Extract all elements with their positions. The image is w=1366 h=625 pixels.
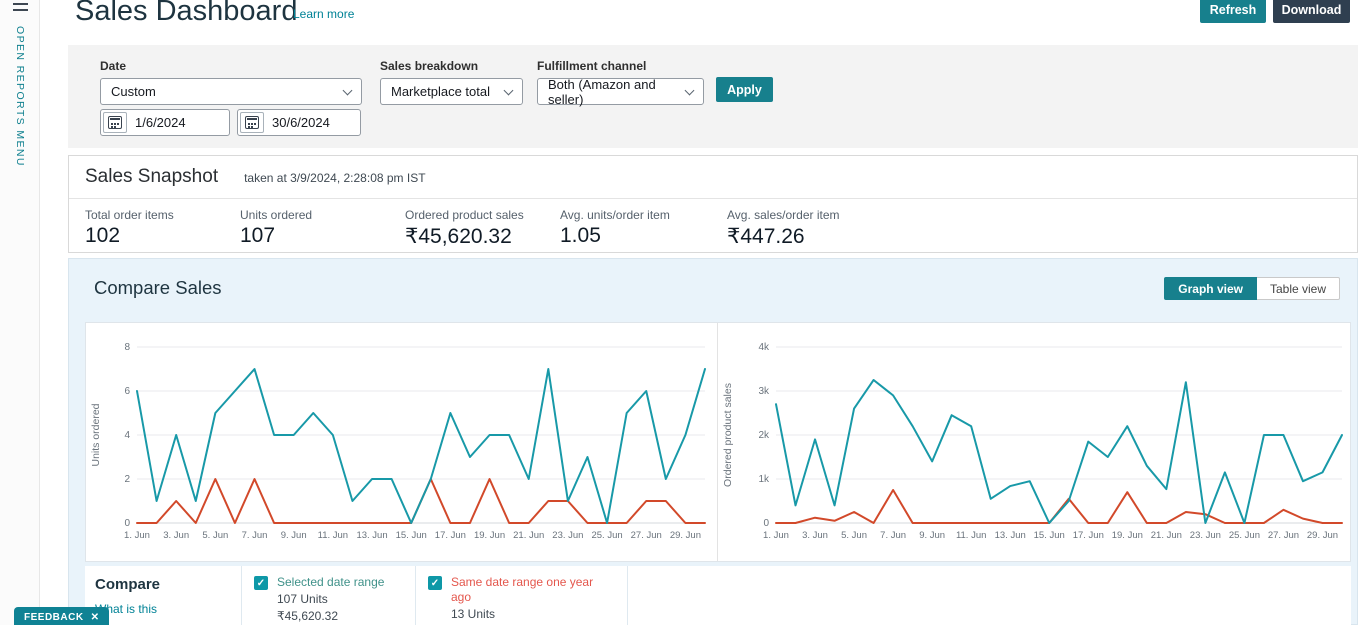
- svg-text:13. Jun: 13. Jun: [356, 530, 387, 541]
- filter-panel: Date Custom 1/6/2024 30/6/2024 Sales bre…: [68, 45, 1358, 148]
- date-label: Date: [100, 59, 127, 73]
- svg-text:11. Jun: 11. Jun: [318, 530, 348, 541]
- metric-ordered-product-sales: Ordered product sales ₹45,620.32: [405, 208, 524, 248]
- apply-button[interactable]: Apply: [716, 77, 773, 102]
- ordered-product-sales-chart: 0 1k 2k 3k 4k 1. Jun 3. Jun 5. Jun 7. Jun 9. Jun 1…: [717, 323, 1351, 561]
- svg-text:Units ordered: Units ordered: [90, 403, 102, 466]
- svg-text:15. Jun: 15. Jun: [1034, 530, 1065, 541]
- close-icon[interactable]: ✕: [90, 612, 100, 623]
- svg-text:7. Jun: 7. Jun: [880, 530, 906, 541]
- chevron-down-icon: [684, 85, 695, 95]
- svg-text:27. Jun: 27. Jun: [1268, 530, 1299, 541]
- table-view-button[interactable]: Table view: [1256, 277, 1340, 300]
- fulfillment-channel-label: Fulfillment channel: [537, 59, 647, 73]
- feedback-button[interactable]: FEEDBACK ✕: [14, 607, 110, 625]
- legend-selected-date-range: ✓ Selected date range 107 Units ₹45,620.…: [241, 566, 415, 625]
- svg-text:19. Jun: 19. Jun: [1112, 530, 1143, 541]
- svg-text:2: 2: [124, 474, 130, 485]
- date-to-input[interactable]: 30/6/2024: [237, 109, 361, 136]
- calendar-icon[interactable]: [103, 112, 127, 133]
- svg-text:3. Jun: 3. Jun: [163, 530, 189, 541]
- svg-text:29. Jun: 29. Jun: [670, 530, 701, 541]
- open-reports-menu-label[interactable]: OPEN REPORTS MENU: [14, 26, 26, 167]
- metric-avg-units-order-item: Avg. units/order item 1.05: [560, 208, 670, 247]
- svg-text:6: 6: [124, 386, 130, 397]
- compare-label: Compare: [95, 576, 161, 593]
- legend-year-ago: ✓ Same date range one year ago 13 Units: [415, 566, 628, 625]
- download-button[interactable]: Download: [1273, 0, 1350, 23]
- svg-text:21. Jun: 21. Jun: [1151, 530, 1182, 541]
- svg-text:9. Jun: 9. Jun: [919, 530, 945, 541]
- compare-sales-section: Compare Sales Graph view Table view 0 2 4 6…: [68, 258, 1358, 625]
- refresh-button[interactable]: Refresh: [1200, 0, 1266, 23]
- svg-text:21. Jun: 21. Jun: [513, 530, 544, 541]
- units-ordered-chart: 0 2 4 6 8 1. Jun 3. Jun 5. Jun 7. Jun 9. Jun 11. J…: [86, 323, 717, 561]
- series1-label: Selected date range: [277, 575, 385, 589]
- svg-text:7. Jun: 7. Jun: [242, 530, 268, 541]
- series1-units: 107 Units: [277, 592, 328, 606]
- sales-breakdown-label: Sales breakdown: [380, 59, 479, 73]
- compare-sales-title: Compare Sales: [94, 277, 222, 298]
- view-toggle: Graph view Table view: [1164, 277, 1340, 300]
- svg-text:0: 0: [763, 518, 769, 529]
- chevron-down-icon: [503, 85, 514, 95]
- svg-text:5. Jun: 5. Jun: [841, 530, 867, 541]
- svg-text:17. Jun: 17. Jun: [1073, 530, 1104, 541]
- svg-text:3. Jun: 3. Jun: [802, 530, 828, 541]
- svg-text:29. Jun: 29. Jun: [1307, 530, 1338, 541]
- sales-snapshot-panel: Sales Snapshot taken at 3/9/2024, 2:28:0…: [68, 155, 1358, 253]
- series1-sales: ₹45,620.32: [277, 609, 339, 623]
- hamburger-icon[interactable]: [13, 0, 28, 11]
- metric-units-ordered: Units ordered 107: [240, 208, 313, 247]
- svg-text:4k: 4k: [758, 342, 770, 353]
- svg-text:0: 0: [124, 518, 130, 529]
- learn-more-link[interactable]: Learn more: [293, 7, 355, 21]
- charts-panel: 0 2 4 6 8 1. Jun 3. Jun 5. Jun 7. Jun 9. Jun 11. J…: [85, 322, 1351, 562]
- svg-text:23. Jun: 23. Jun: [552, 530, 583, 541]
- svg-text:17. Jun: 17. Jun: [435, 530, 466, 541]
- metric-total-order-items: Total order items 102: [85, 208, 174, 247]
- svg-text:4: 4: [124, 430, 130, 441]
- svg-text:1. Jun: 1. Jun: [124, 530, 150, 541]
- svg-text:23. Jun: 23. Jun: [1190, 530, 1221, 541]
- snapshot-timestamp: taken at 3/9/2024, 2:28:08 pm IST: [244, 171, 426, 185]
- svg-text:3k: 3k: [758, 386, 770, 397]
- svg-text:9. Jun: 9. Jun: [281, 530, 307, 541]
- compare-legend-row: Compare What is this ✓ Selected date ran…: [85, 566, 1351, 625]
- svg-text:5. Jun: 5. Jun: [202, 530, 228, 541]
- open-reports-rail[interactable]: OPEN REPORTS MENU: [0, 0, 40, 625]
- svg-text:13. Jun: 13. Jun: [995, 530, 1026, 541]
- svg-text:15. Jun: 15. Jun: [396, 530, 427, 541]
- calendar-icon[interactable]: [240, 112, 264, 133]
- what-is-this-link[interactable]: What is this: [95, 602, 158, 616]
- svg-text:25. Jun: 25. Jun: [1229, 530, 1260, 541]
- graph-view-button[interactable]: Graph view: [1164, 277, 1257, 300]
- svg-text:11. Jun: 11. Jun: [956, 530, 986, 541]
- fulfillment-channel-select[interactable]: Both (Amazon and seller): [537, 77, 704, 107]
- svg-text:27. Jun: 27. Jun: [631, 530, 662, 541]
- series2-label: Same date range one year ago: [451, 575, 594, 604]
- series2-units: 13 Units: [451, 607, 496, 621]
- date-from-input[interactable]: 1/6/2024: [100, 109, 230, 136]
- page-title: Sales Dashboard: [75, 0, 298, 27]
- metric-avg-sales-order-item: Avg. sales/order item ₹447.26: [727, 208, 840, 248]
- chevron-down-icon: [342, 85, 353, 95]
- sales-snapshot-title: Sales Snapshot: [85, 166, 219, 187]
- checkbox-selected-date-range[interactable]: ✓: [254, 576, 268, 590]
- svg-text:19. Jun: 19. Jun: [474, 530, 505, 541]
- date-range-select[interactable]: Custom: [100, 78, 362, 105]
- svg-text:8: 8: [124, 342, 130, 353]
- svg-text:1k: 1k: [758, 474, 770, 485]
- sales-breakdown-select[interactable]: Marketplace total: [380, 78, 523, 105]
- svg-text:25. Jun: 25. Jun: [591, 530, 622, 541]
- checkbox-year-ago[interactable]: ✓: [428, 576, 442, 590]
- svg-text:2k: 2k: [758, 430, 770, 441]
- svg-text:Ordered product sales: Ordered product sales: [722, 383, 734, 487]
- svg-text:1. Jun: 1. Jun: [763, 530, 789, 541]
